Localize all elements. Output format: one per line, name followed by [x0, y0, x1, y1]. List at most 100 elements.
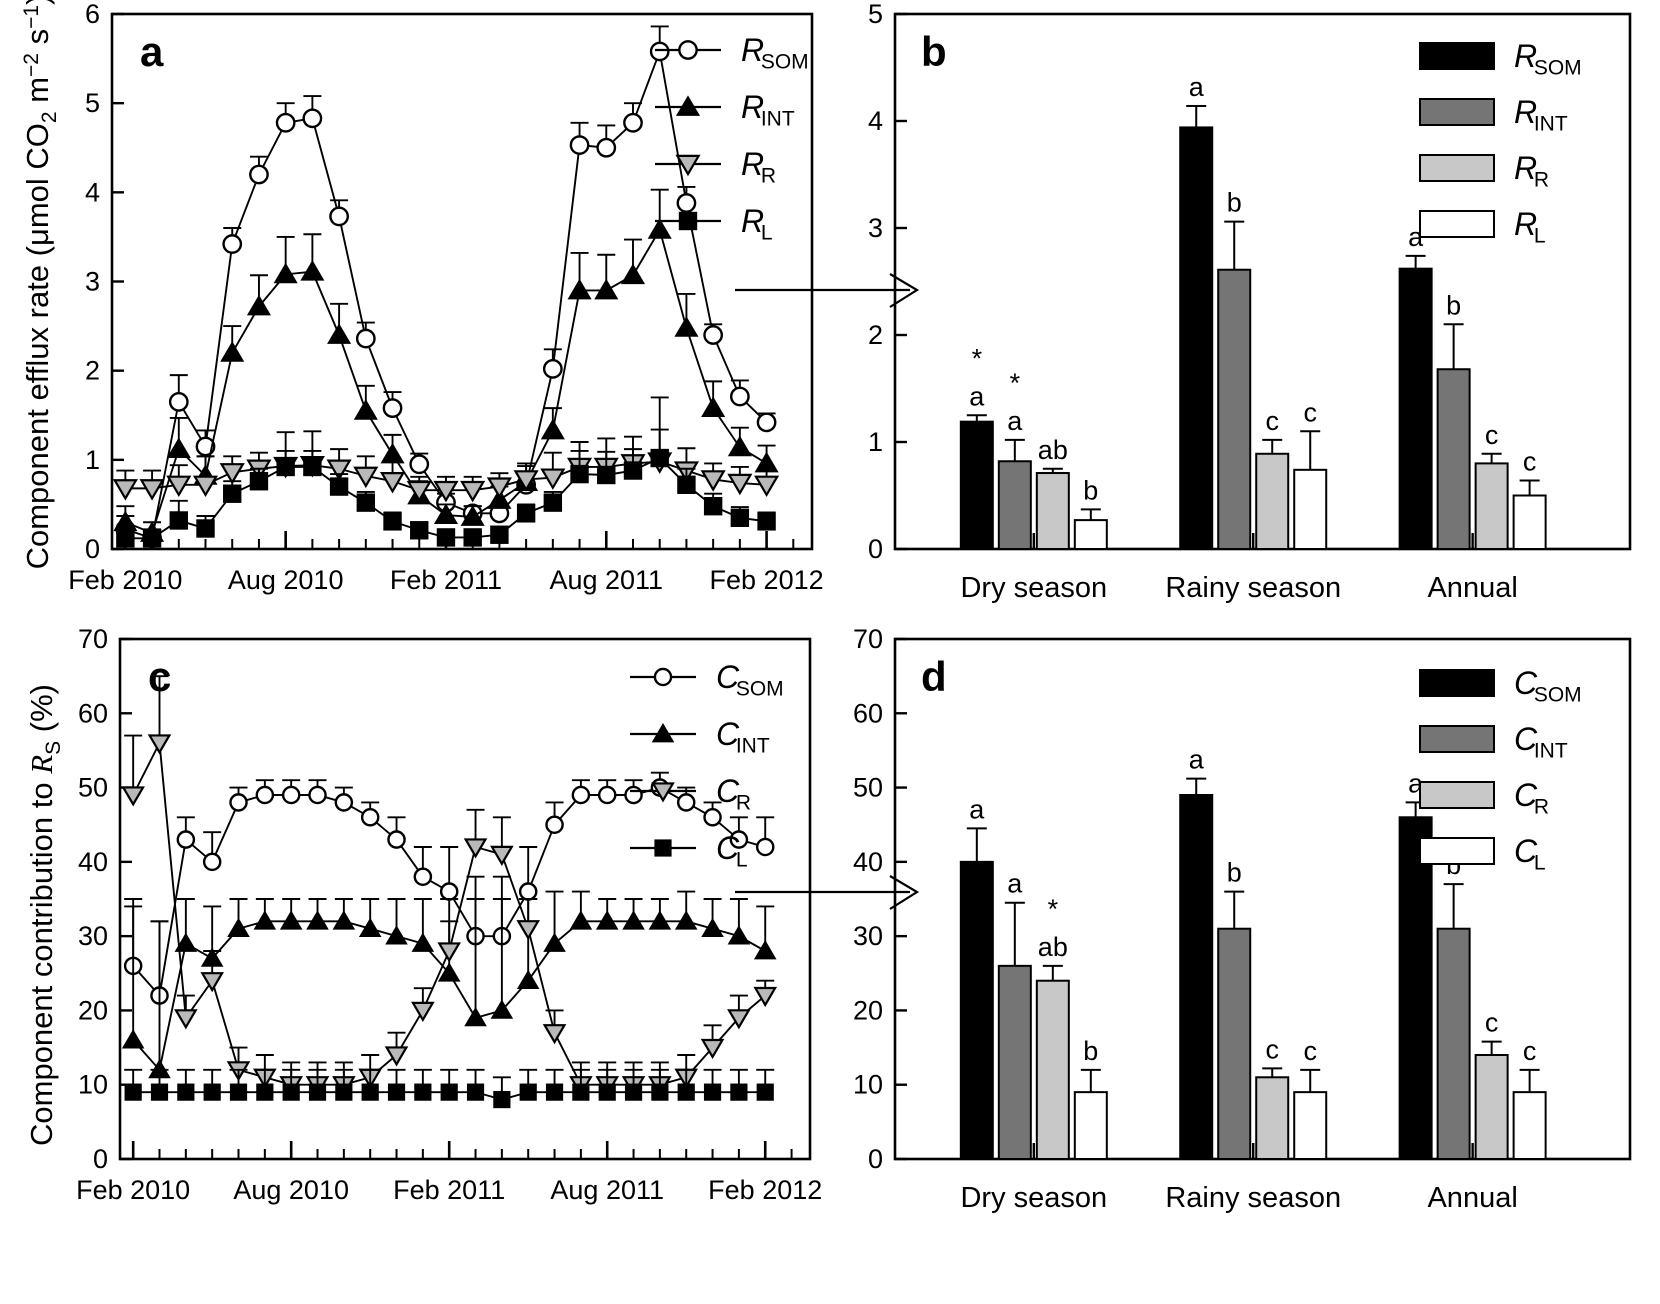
significance-star: * [972, 343, 983, 373]
bar-C_R-rainy-season [1255, 1067, 1290, 1160]
legend-item-R-L: RL [655, 203, 773, 245]
data-point-C_INT [358, 917, 382, 938]
data-point-C_R [516, 920, 541, 941]
significance-letter: c [1523, 1036, 1537, 1066]
legend-swatch [1419, 42, 1495, 70]
legend-marker-open-circle [653, 667, 673, 687]
significance-letter: a [969, 794, 985, 824]
data-point-R_L [410, 521, 429, 540]
y-tick-label: 40 [78, 847, 108, 877]
data-point-C_INT [279, 910, 303, 930]
svg-text:C: C [716, 830, 740, 866]
data-point-R_INT [380, 442, 405, 464]
data-point-R_R [433, 480, 459, 503]
svg-text:R: R [761, 165, 776, 188]
data-point-C_INT [701, 917, 724, 938]
data-point-C_R [753, 986, 778, 1008]
data-point-R_L [383, 512, 402, 531]
bar-C_INT-rainy-season [1217, 890, 1252, 1161]
data-point-R_SOM [168, 391, 189, 412]
legend-item-R-L: RL [1419, 206, 1546, 248]
y-tick-label: 5 [85, 88, 100, 118]
data-point-R_INT [433, 503, 459, 525]
data-point-R_L [249, 472, 269, 491]
significance-letter: ab [1038, 932, 1068, 962]
y-tick-label: 30 [78, 921, 108, 951]
data-point-R_SOM [756, 412, 777, 433]
data-point-R_INT [300, 260, 325, 281]
legend-swatch [1419, 725, 1495, 753]
data-point-C_L [730, 1083, 748, 1101]
category-label: Annual [1427, 1182, 1517, 1214]
significance-letter: b [1446, 290, 1461, 320]
data-point-R_L [356, 493, 376, 512]
series-R_SOM [115, 25, 777, 549]
y-tick-label: 60 [78, 698, 108, 728]
data-point-R_INT [166, 437, 191, 459]
data-point-C_SOM [571, 785, 591, 805]
data-point-C_INT [332, 910, 356, 930]
data-point-C_L [493, 1090, 511, 1109]
data-point-C_L [124, 1083, 142, 1101]
svg-text:R: R [1534, 796, 1549, 819]
y-tick-label: 0 [868, 534, 883, 564]
data-point-C_SOM [518, 882, 538, 901]
data-point-R_R [486, 477, 512, 499]
data-point-R_L [650, 448, 669, 468]
legend-marker-gray-triangle-down [651, 782, 675, 803]
svg-text:R: R [1514, 38, 1537, 74]
data-point-C_R [727, 1009, 751, 1030]
data-point-R_L [703, 496, 723, 516]
svg-text:C: C [1514, 665, 1538, 701]
data-point-C_SOM [229, 793, 248, 812]
legend-label: RR [741, 146, 776, 188]
svg-text:C: C [1514, 721, 1538, 757]
data-point-C_SOM [676, 793, 696, 812]
data-point-C_L [308, 1083, 327, 1101]
data-point-C_INT [543, 932, 566, 952]
data-point-C_SOM [281, 785, 301, 805]
data-point-C_SOM [202, 852, 222, 872]
data-point-R_R [513, 470, 539, 492]
data-point-C_INT [385, 925, 408, 945]
bar-C_R-annual [1474, 1040, 1509, 1160]
data-point-C_L [703, 1083, 722, 1101]
significance-letter: c [1485, 1008, 1499, 1038]
svg-text:SOM: SOM [1534, 684, 1582, 707]
series-C_INT [121, 890, 777, 1079]
data-point-R_R [192, 475, 219, 498]
data-point-C_INT [569, 910, 593, 930]
data-point-R_R [460, 480, 486, 503]
y-tick-label: 0 [93, 1144, 108, 1174]
data-point-C_INT [516, 969, 540, 990]
data-point-R_INT [113, 510, 138, 532]
data-point-C_R [200, 972, 224, 993]
data-point-C_INT [174, 932, 198, 952]
data-point-C_SOM [755, 837, 775, 857]
data-point-C_SOM [255, 785, 275, 805]
legend-marker-filled-triangle-up [651, 723, 675, 743]
data-point-C_L [598, 1083, 616, 1101]
plot-frame [118, 637, 812, 1161]
y-tick-label: 1 [85, 445, 100, 475]
bar-R_L-dry-season [1073, 508, 1108, 550]
data-point-C_INT [753, 940, 777, 960]
y-tick-label: 60 [853, 698, 883, 728]
data-point-C_L [387, 1083, 406, 1101]
legend-label: RL [741, 203, 773, 245]
y-tick-label: 4 [85, 177, 100, 207]
y-tick-label: 70 [853, 624, 883, 654]
svg-text:SOM: SOM [761, 51, 809, 74]
panel-label: c [148, 653, 171, 700]
data-point-R_L [329, 477, 349, 496]
y-tick-label: 1 [868, 427, 883, 457]
